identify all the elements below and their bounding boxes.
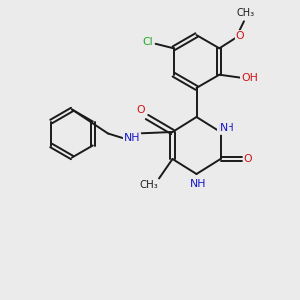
Text: CH₃: CH₃ [236,8,254,18]
Text: O: O [236,31,244,41]
Text: N: N [220,123,228,133]
Text: O: O [244,154,252,164]
Text: Cl: Cl [142,37,152,47]
Text: N: N [218,124,226,134]
Text: H: H [226,123,233,134]
Text: O: O [136,105,145,116]
Text: NH: NH [124,133,140,143]
Text: CH₃: CH₃ [139,180,158,190]
Text: OH: OH [241,73,258,83]
Text: NH: NH [190,178,206,189]
